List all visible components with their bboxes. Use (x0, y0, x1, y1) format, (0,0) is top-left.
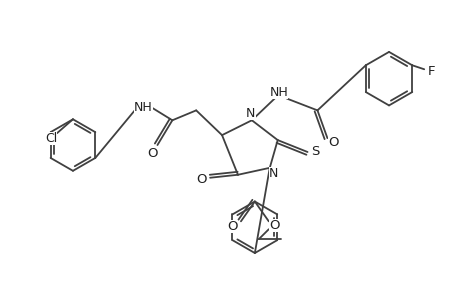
Text: NH: NH (269, 86, 287, 99)
Text: N: N (269, 167, 278, 180)
Text: N: N (246, 107, 255, 120)
Text: F: F (426, 65, 434, 78)
Text: O: O (227, 220, 238, 233)
Text: NH: NH (134, 101, 152, 114)
Text: O: O (196, 173, 206, 186)
Text: S: S (311, 146, 319, 158)
Text: O: O (269, 219, 280, 232)
Text: O: O (147, 148, 157, 160)
Text: Cl: Cl (45, 132, 57, 145)
Text: O: O (327, 136, 338, 148)
